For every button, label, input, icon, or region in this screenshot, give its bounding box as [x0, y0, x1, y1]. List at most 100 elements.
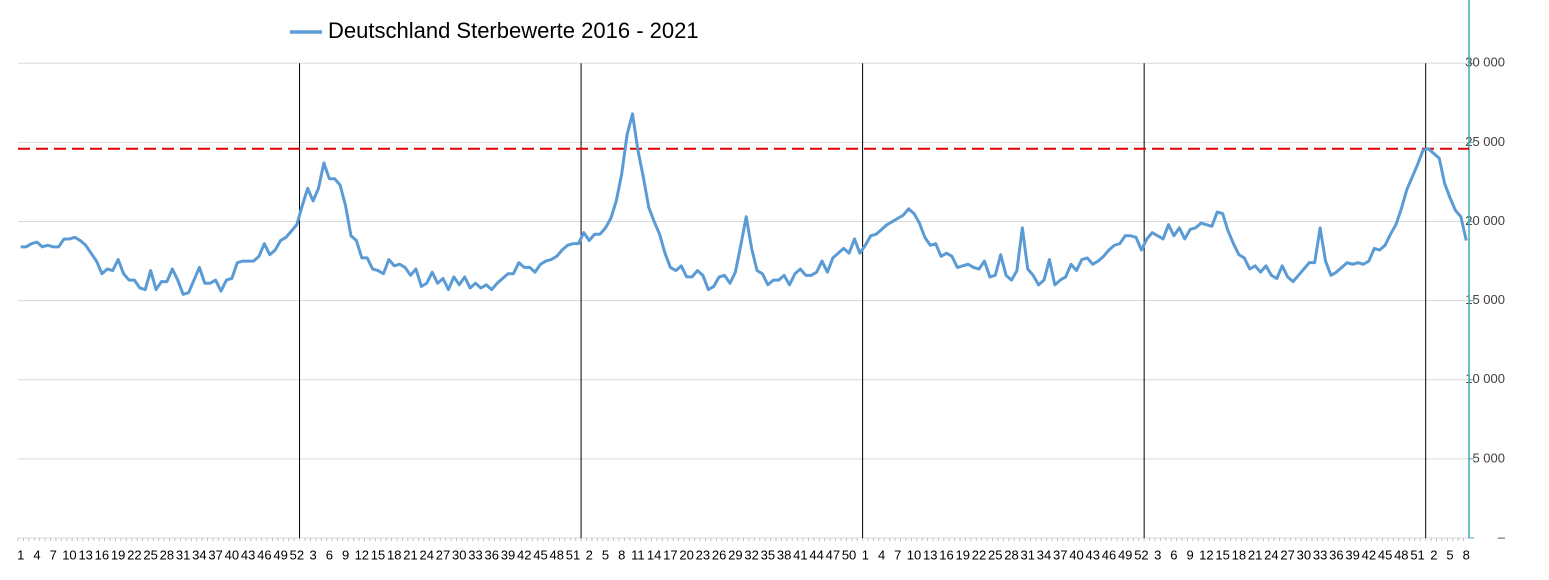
- x-tick-label: 36: [485, 547, 499, 562]
- x-tick-label: 43: [1085, 547, 1099, 562]
- x-tick-label: 6: [326, 547, 333, 562]
- x-tick-label: 25: [988, 547, 1002, 562]
- x-tick-label: 16: [939, 547, 953, 562]
- x-tick-label: 8: [618, 547, 625, 562]
- x-tick-label: 5: [1446, 547, 1453, 562]
- x-tick-label: 26: [712, 547, 726, 562]
- y-tick-label: 30 000: [1465, 55, 1505, 70]
- x-tick-label: 4: [878, 547, 885, 562]
- x-tick-label: 18: [387, 547, 401, 562]
- x-tick-label: 40: [1069, 547, 1083, 562]
- x-tick-label: 28: [1004, 547, 1018, 562]
- x-tick-label: 49: [1118, 547, 1132, 562]
- x-tick-label: 37: [208, 547, 222, 562]
- x-tick-label: 47: [826, 547, 840, 562]
- x-tick-label: 2: [586, 547, 593, 562]
- x-tick-label: 10: [907, 547, 921, 562]
- x-tick-label: 49: [273, 547, 287, 562]
- x-tick-label: 18: [1232, 547, 1246, 562]
- x-tick-label: 1: [17, 547, 24, 562]
- x-tick-label: 8: [1463, 547, 1470, 562]
- x-tick-label: 21: [1248, 547, 1262, 562]
- x-tick-label: 42: [1362, 547, 1376, 562]
- x-tick-label: 29: [728, 547, 742, 562]
- x-tick-label: 31: [1021, 547, 1035, 562]
- x-tick-label: 3: [1154, 547, 1161, 562]
- x-tick-label: 6: [1170, 547, 1177, 562]
- x-tick-label: 27: [436, 547, 450, 562]
- x-tick-label: 23: [696, 547, 710, 562]
- y-tick-label: 25 000: [1465, 134, 1505, 149]
- x-tick-label: 11: [631, 547, 645, 562]
- x-tick-label: 37: [1053, 547, 1067, 562]
- x-tick-label: 43: [241, 547, 255, 562]
- x-tick-label: 3: [309, 547, 316, 562]
- x-tick-label: 42: [517, 547, 531, 562]
- x-tick-label: 21: [403, 547, 417, 562]
- x-tick-label: 51: [566, 547, 580, 562]
- x-tick-label: 32: [744, 547, 758, 562]
- x-tick-label: 12: [1199, 547, 1213, 562]
- x-tick-label: 31: [176, 547, 190, 562]
- y-tick-label: 20 000: [1465, 213, 1505, 228]
- x-tick-label: 33: [468, 547, 482, 562]
- y-tick-label: 5 000: [1472, 450, 1505, 465]
- x-tick-label: 45: [1378, 547, 1392, 562]
- x-tick-label: 19: [956, 547, 970, 562]
- x-tick-label: 51: [1410, 547, 1424, 562]
- x-tick-label: 52: [290, 547, 304, 562]
- x-tick-label: 2: [1430, 547, 1437, 562]
- x-tick-label: 40: [225, 547, 239, 562]
- x-tick-label: 39: [501, 547, 515, 562]
- x-tick-label: 48: [549, 547, 563, 562]
- x-tick-label: 24: [420, 547, 434, 562]
- x-tick-label: 1: [862, 547, 869, 562]
- x-tick-label: 9: [342, 547, 349, 562]
- x-tick-label: 36: [1329, 547, 1343, 562]
- x-tick-label: 38: [777, 547, 791, 562]
- x-tick-label: 45: [533, 547, 547, 562]
- x-tick-label: 34: [192, 547, 206, 562]
- x-tick-label: 30: [452, 547, 466, 562]
- x-tick-label: 33: [1313, 547, 1327, 562]
- y-tick-label: 15 000: [1465, 292, 1505, 307]
- x-tick-label: 19: [111, 547, 125, 562]
- x-tick-label: 46: [1102, 547, 1116, 562]
- x-tick-label: 50: [842, 547, 856, 562]
- x-tick-label: 10: [62, 547, 76, 562]
- x-tick-label: 17: [663, 547, 677, 562]
- x-tick-label: 24: [1264, 547, 1278, 562]
- x-tick-label: 44: [809, 547, 823, 562]
- x-tick-label: 27: [1280, 547, 1294, 562]
- x-tick-label: 48: [1394, 547, 1408, 562]
- x-tick-label: 5: [602, 547, 609, 562]
- x-tick-label: 13: [923, 547, 937, 562]
- x-tick-label: 28: [160, 547, 174, 562]
- data-line: [20, 112, 1468, 296]
- x-tick-label: 22: [972, 547, 986, 562]
- x-tick-label: 14: [647, 547, 661, 562]
- legend-label: Deutschland Sterbewerte 2016 - 2021: [328, 18, 699, 43]
- x-tick-label: 9: [1187, 547, 1194, 562]
- x-tick-label: 22: [127, 547, 141, 562]
- x-tick-label: 20: [679, 547, 693, 562]
- x-tick-label: 13: [78, 547, 92, 562]
- x-tick-label: 39: [1345, 547, 1359, 562]
- x-tick-label: 16: [95, 547, 109, 562]
- x-tick-label: 35: [761, 547, 775, 562]
- x-tick-label: 15: [1215, 547, 1229, 562]
- y-tick-label: –: [1498, 529, 1506, 544]
- x-tick-label: 25: [143, 547, 157, 562]
- x-tick-label: 46: [257, 547, 271, 562]
- x-tick-label: 34: [1037, 547, 1051, 562]
- x-tick-label: 7: [50, 547, 57, 562]
- x-tick-label: 30: [1297, 547, 1311, 562]
- x-tick-label: 15: [371, 547, 385, 562]
- x-tick-label: 41: [793, 547, 807, 562]
- x-tick-label: 4: [33, 547, 40, 562]
- x-tick-label: 7: [894, 547, 901, 562]
- x-tick-label: 12: [355, 547, 369, 562]
- y-tick-label: 10 000: [1465, 371, 1505, 386]
